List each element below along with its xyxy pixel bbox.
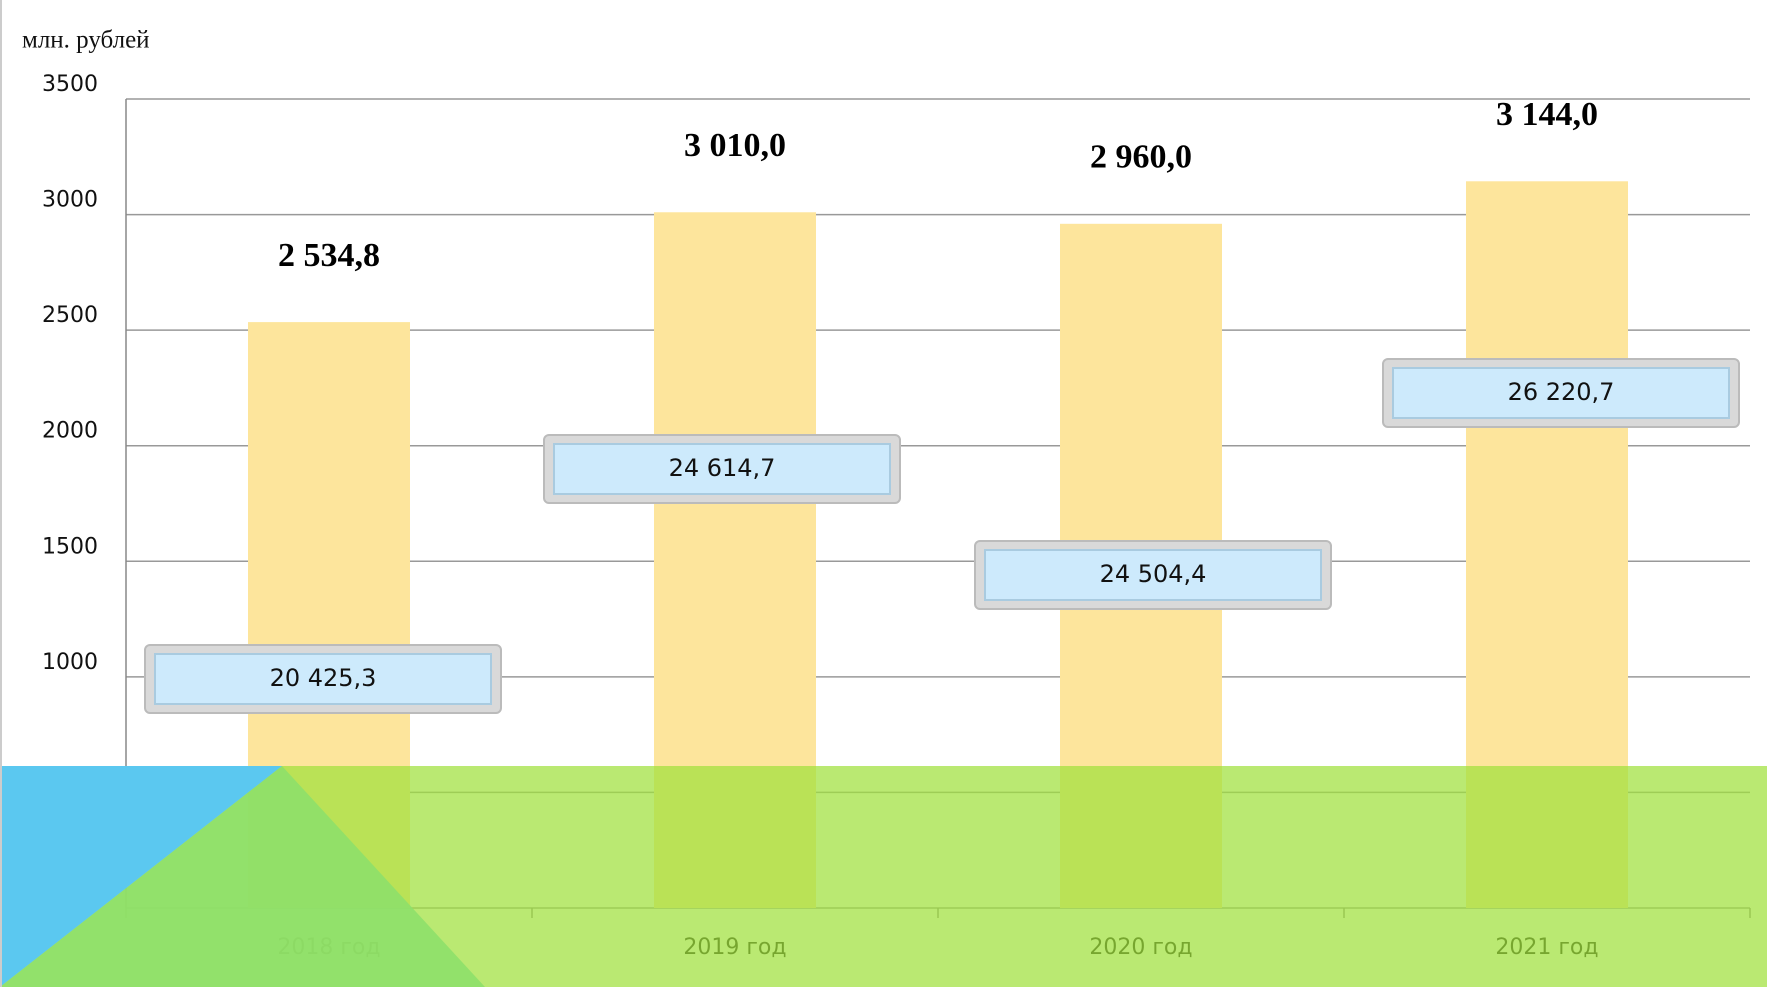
y-tick-label: 2500 [42,303,98,328]
y-tick-label: 1500 [42,534,98,559]
y-axis-label: млн. рублей [22,27,150,54]
y-tick-label: 1000 [42,650,98,675]
bar [248,322,410,908]
page: млн. рублей 0 500 1000 1500 2000 2500 3000 3500… [0,0,1767,987]
callout-label: 26 220,7 [1508,378,1615,406]
bar [654,212,816,908]
value-label: 3 010,0 [684,127,786,164]
y-tick-label: 3000 [42,188,98,213]
x-tick-label: 2020 год [1089,935,1192,960]
callout-label: 24 504,4 [1100,560,1207,588]
x-tick-label: 2018 год [277,935,380,960]
y-tick-label: 0 [84,881,98,906]
callout-label: 20 425,3 [270,664,377,692]
y-tick-label: 3500 [42,72,98,97]
value-label: 2 534,8 [278,237,380,274]
y-tick-label: 500 [56,765,98,790]
callout-label: 24 614,7 [669,454,776,482]
bar [1466,181,1628,908]
x-tick-label: 2019 год [683,935,786,960]
chart: млн. рублей 0 500 1000 1500 2000 2500 3000 3500… [0,0,1767,987]
value-label: 3 144,0 [1496,96,1598,133]
x-tick-label: 2021 год [1495,935,1598,960]
value-label: 2 960,0 [1090,139,1192,176]
y-tick-label: 2000 [42,419,98,444]
